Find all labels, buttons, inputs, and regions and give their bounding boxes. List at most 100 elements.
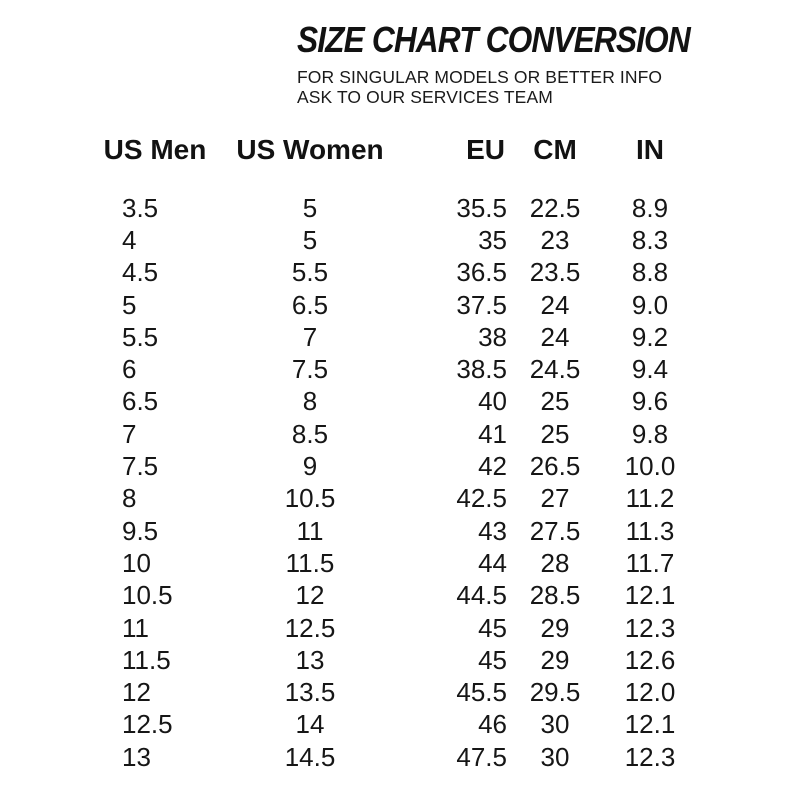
- table-row: 10 11.5 44 28 11.7: [95, 547, 705, 579]
- table-row: 3.5 5 35.5 22.5 8.9: [95, 192, 705, 224]
- table-row: 8 10.5 42.5 27 11.2: [95, 483, 705, 515]
- cell-eu: 42: [478, 451, 507, 482]
- cell-in: 10.0: [624, 451, 676, 482]
- cell-in: 9.2: [631, 321, 669, 352]
- cell-us-men: 6.5: [122, 386, 159, 417]
- cell-eu: 42.5: [456, 483, 507, 514]
- cell-cm: 22.5: [529, 192, 581, 223]
- cell-eu: 46: [478, 709, 507, 740]
- cell-eu: 44.5: [456, 580, 507, 611]
- table-row: 11 12.5 45 29 12.3: [95, 612, 705, 644]
- cell-cm: 25: [540, 418, 570, 449]
- cell-us-men: 13: [122, 741, 151, 772]
- cell-us-women: 7.5: [291, 354, 329, 385]
- cell-cm: 30: [540, 741, 570, 772]
- cell-us-men: 10: [122, 547, 151, 578]
- cell-us-men: 10.5: [122, 580, 173, 611]
- cell-cm: 30: [540, 709, 570, 740]
- cell-us-women: 12.5: [284, 612, 336, 643]
- column-header-us-men: US Men: [103, 134, 207, 165]
- table-row: 12 13.5 45.5 29.5 12.0: [95, 676, 705, 708]
- cell-us-women: 8: [302, 386, 318, 417]
- cell-us-men: 8: [122, 483, 137, 514]
- size-table: US Men US Women EU CM IN 3.5 5 35.5 22.5 8.9…: [95, 130, 705, 773]
- cell-in: 9.6: [631, 386, 669, 417]
- cell-eu: 38.5: [456, 354, 507, 385]
- cell-us-women: 6.5: [291, 289, 329, 320]
- cell-us-men: 4: [122, 224, 137, 255]
- cell-us-women: 5.5: [291, 257, 329, 288]
- cell-cm: 25: [540, 386, 570, 417]
- column-header-us-women: US Women: [236, 134, 384, 165]
- cell-us-men: 3.5: [122, 192, 159, 223]
- column-header-in: IN: [636, 134, 664, 165]
- cell-eu: 35: [478, 224, 507, 255]
- cell-us-men: 12.5: [122, 709, 173, 740]
- cell-eu: 47.5: [456, 741, 507, 772]
- table-row: 13 14.5 47.5 30 12.3: [95, 741, 705, 773]
- cell-cm: 27.5: [529, 515, 581, 546]
- cell-us-men: 6: [122, 354, 137, 385]
- cell-us-men: 7: [122, 418, 137, 449]
- cell-eu: 35.5: [456, 192, 507, 223]
- cell-cm: 24: [540, 321, 570, 352]
- table-row: 6.5 8 40 25 9.6: [95, 386, 705, 418]
- cell-in: 9.0: [631, 289, 669, 320]
- table-row: 11.5 13 45 29 12.6: [95, 644, 705, 676]
- subtitle-line-1: FOR SINGULAR MODELS OR BETTER INFO: [297, 67, 663, 87]
- cell-in: 8.8: [631, 257, 669, 288]
- cell-cm: 29: [540, 644, 570, 675]
- cell-us-women: 8.5: [291, 418, 329, 449]
- cell-us-men: 12: [122, 677, 151, 708]
- cell-us-women: 5: [302, 192, 318, 223]
- cell-us-women: 13.5: [284, 677, 336, 708]
- cell-in: 12.1: [624, 580, 676, 611]
- cell-us-women: 9: [302, 451, 318, 482]
- table-row: 6 7.5 38.5 24.5 9.4: [95, 353, 705, 385]
- cell-us-women: 7: [302, 321, 318, 352]
- table-row: 7.5 9 42 26.5 10.0: [95, 450, 705, 482]
- table-body: 3.5 5 35.5 22.5 8.9 4 5 35 23 8.3 4.5 5.5 36.5 23.5 8.…: [95, 192, 705, 773]
- cell-in: 8.3: [631, 224, 669, 255]
- column-header-eu: EU: [466, 134, 505, 165]
- cell-in: 11.7: [625, 547, 675, 578]
- cell-eu: 43: [478, 515, 507, 546]
- cell-cm: 28: [540, 547, 570, 578]
- cell-us-men: 11: [122, 612, 149, 643]
- cell-cm: 29: [540, 612, 570, 643]
- cell-in: 12.1: [624, 709, 676, 740]
- cell-cm: 24.5: [529, 354, 581, 385]
- cell-cm: 24: [540, 289, 570, 320]
- cell-eu: 45.5: [456, 677, 507, 708]
- cell-us-women: 10.5: [284, 483, 336, 514]
- table-header-row: US Men US Women EU CM IN: [95, 130, 705, 170]
- cell-in: 12.3: [624, 741, 676, 772]
- cell-us-women: 11.5: [285, 547, 335, 578]
- cell-cm: 29.5: [529, 677, 581, 708]
- cell-us-women: 14.5: [284, 741, 336, 772]
- table-row: 7 8.5 41 25 9.8: [95, 418, 705, 450]
- column-header-cm: CM: [533, 134, 577, 165]
- cell-in: 12.6: [624, 644, 676, 675]
- cell-us-women: 14: [295, 709, 325, 740]
- cell-us-men: 4.5: [122, 257, 159, 288]
- cell-eu: 38: [478, 321, 507, 352]
- cell-cm: 27: [540, 483, 570, 514]
- cell-eu: 37.5: [456, 289, 507, 320]
- cell-in: 12.3: [624, 612, 676, 643]
- cell-eu: 45: [478, 612, 507, 643]
- cell-in: 8.9: [631, 192, 669, 223]
- cell-cm: 23.5: [529, 257, 581, 288]
- cell-us-women: 13: [295, 644, 325, 675]
- cell-eu: 36.5: [456, 257, 507, 288]
- cell-in: 9.4: [631, 354, 669, 385]
- cell-eu: 45: [478, 644, 507, 675]
- cell-in: 11.3: [625, 515, 675, 546]
- cell-eu: 41: [478, 418, 507, 449]
- cell-in: 12.0: [624, 677, 676, 708]
- table-row: 10.5 12 44.5 28.5 12.1: [95, 580, 705, 612]
- subtitle-line-2: ASK TO OUR SERVICES TEAM: [297, 87, 553, 107]
- page-title: SIZE CHART CONVERSION: [297, 19, 691, 60]
- table-row: 12.5 14 46 30 12.1: [95, 709, 705, 741]
- cell-cm: 23: [540, 224, 570, 255]
